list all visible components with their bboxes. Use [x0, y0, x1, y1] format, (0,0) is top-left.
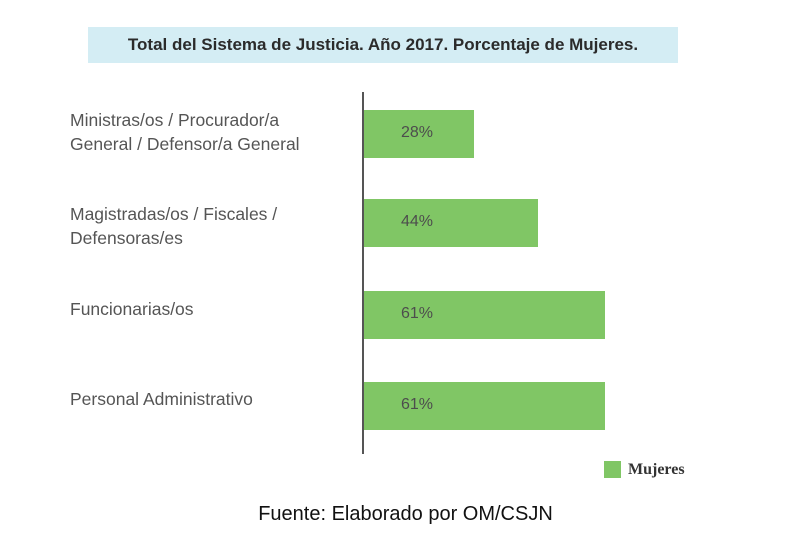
bar-value-label-0: 28%	[401, 124, 434, 141]
bar-0	[363, 110, 474, 158]
bar-value-label-2: 61%	[401, 305, 434, 322]
source-note: Fuente: Elaborado por OM/CSJN	[258, 503, 553, 525]
legend-swatch-mujeres	[604, 461, 621, 478]
bar-3	[363, 382, 605, 430]
bar-1	[363, 199, 538, 247]
category-label-magistradas: Magistradas/os / Fiscales / Defensoras/e…	[70, 204, 278, 248]
category-label-funcionarias: Funcionarias/os	[70, 299, 194, 319]
y-axis-line	[362, 92, 364, 454]
chart-title: Total del Sistema de Justicia. Año 2017.…	[127, 35, 639, 54]
bar-2	[363, 291, 605, 339]
bar-value-label-3: 61%	[401, 396, 434, 413]
category-label-ministras: Ministras/os / Procurador/a General / De…	[70, 110, 300, 154]
category-label-personal: Personal Administrativo	[70, 389, 253, 409]
legend-label-mujeres: Mujeres	[628, 461, 685, 478]
chart-title-box: Total del Sistema de Justicia. Año 2017.…	[88, 27, 678, 63]
bar-value-label-1: 44%	[401, 213, 434, 230]
